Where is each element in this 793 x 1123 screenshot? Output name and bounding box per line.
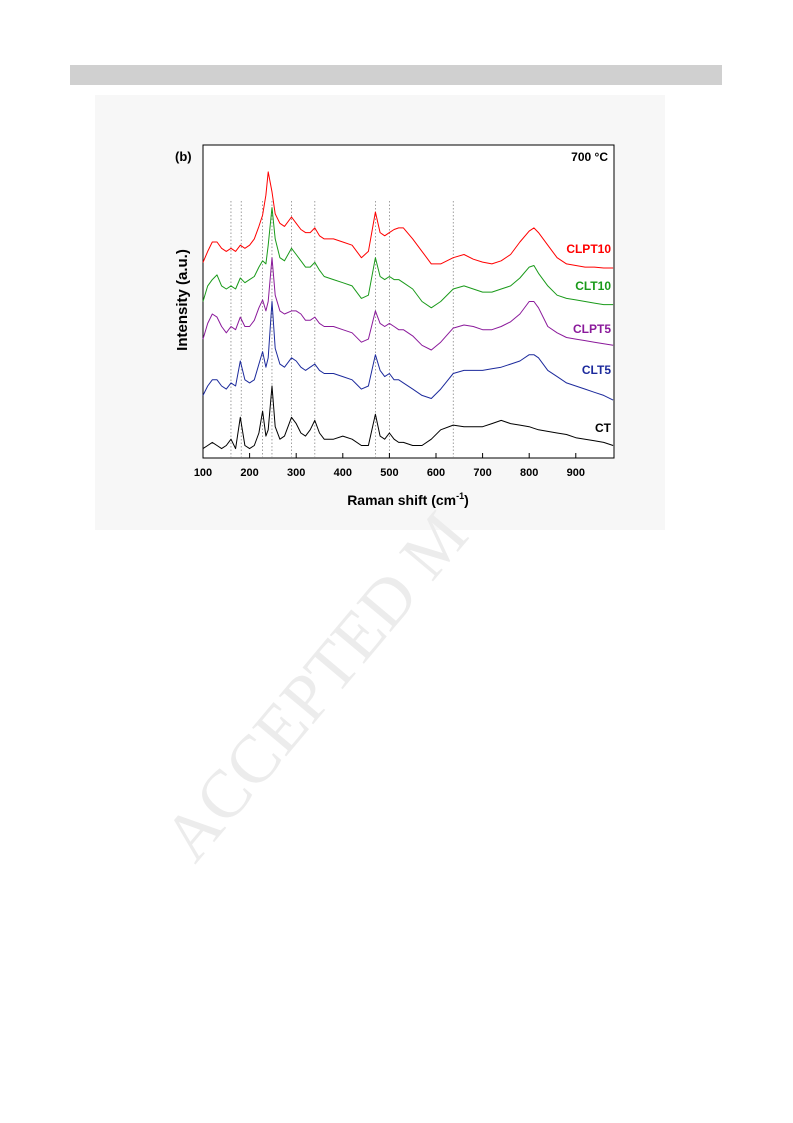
series-label: CLT10 bbox=[575, 279, 611, 293]
spectrum-line bbox=[202, 207, 614, 309]
x-tick-label: 500 bbox=[380, 467, 398, 479]
series-label: CLPT10 bbox=[566, 242, 611, 256]
watermark: ACCEPTED M bbox=[148, 497, 482, 874]
annotation: 700 °C bbox=[571, 150, 608, 164]
x-tick-label: 800 bbox=[520, 467, 538, 479]
series-label: CLT5 bbox=[582, 363, 611, 377]
header-bar bbox=[70, 65, 722, 85]
x-tick-label: 400 bbox=[334, 467, 352, 479]
x-tick-label: 700 bbox=[473, 467, 491, 479]
x-axis-label: Raman shift (cm-1) bbox=[347, 491, 469, 508]
series-label: CT bbox=[595, 421, 612, 435]
x-axis-label-sup: -1 bbox=[456, 491, 464, 501]
spectrum-line bbox=[202, 257, 614, 351]
x-tick-label: 300 bbox=[287, 467, 305, 479]
x-tick-label: 200 bbox=[240, 467, 258, 479]
plot-frame bbox=[202, 144, 615, 459]
y-axis-label: Intensity (a.u.) bbox=[174, 249, 191, 351]
panel-label: (b) bbox=[175, 149, 192, 164]
x-axis-label-text: Raman shift (cm bbox=[347, 492, 456, 508]
series-label: CLPT5 bbox=[573, 322, 611, 336]
spectrum-line bbox=[202, 301, 614, 401]
x-tick-label: 100 bbox=[194, 467, 212, 479]
spectrum-line bbox=[202, 171, 614, 269]
spectrum-line bbox=[202, 385, 614, 450]
x-axis-label-end: ) bbox=[464, 492, 469, 508]
x-tick-label: 600 bbox=[427, 467, 445, 479]
x-tick-label: 900 bbox=[567, 467, 585, 479]
